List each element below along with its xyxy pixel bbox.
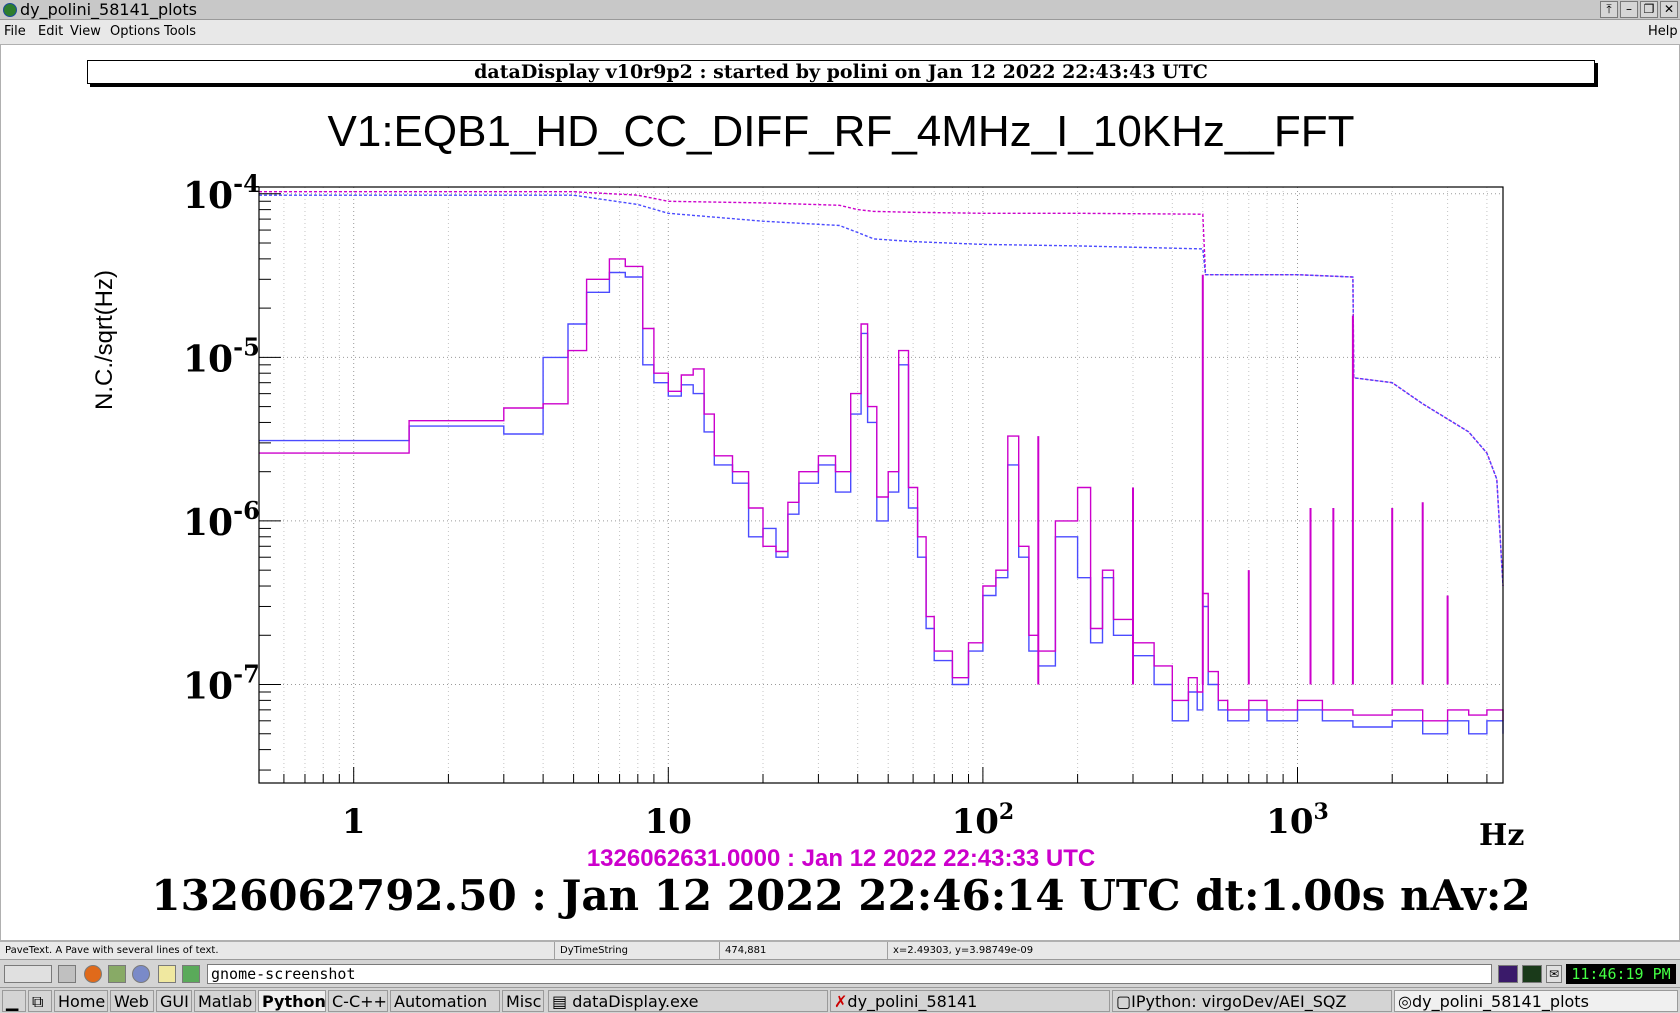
taskbar-home[interactable]: Home <box>54 990 108 1012</box>
plot-title: V1:EQB1_HD_CC_DIFF_RF_4MHz_I_10KHz__FFT <box>327 107 1355 156</box>
menu-view[interactable]: View <box>70 24 101 39</box>
taskbar-cpp[interactable]: C-C++ <box>328 990 388 1012</box>
current-time-label[interactable]: 1326062792.50 : Jan 12 2022 22:46:14 UTC… <box>151 871 1531 920</box>
task-window-icon: ▢ <box>1116 992 1132 1011</box>
menu-help[interactable]: Help <box>1648 24 1678 39</box>
menu-tools[interactable]: Tools <box>164 24 197 39</box>
reference-time-label: 1326062631.0000 : Jan 12 2022 22:43:33 U… <box>586 845 1096 872</box>
firefox-icon[interactable] <box>84 965 102 983</box>
show-desktop-button[interactable]: ▁ <box>2 990 26 1012</box>
keep-above-button[interactable]: ⤒ <box>1600 1 1618 18</box>
task-label: IPython: virgoDev/AEI_SQZ <box>1131 992 1347 1011</box>
series-line-3 <box>259 194 1504 587</box>
plot-canvas[interactable]: dataDisplay v10r9p2 : started by polini … <box>0 44 1680 941</box>
status-coords: x=2.49303, y=3.98749e-09 <box>893 945 1034 956</box>
window-titlebar[interactable]: dy_polini_58141_plots ⤒ – ❐ ✕ <box>0 0 1680 20</box>
cpu-monitor-icon <box>1498 965 1518 983</box>
x-tick-label: 10 <box>645 802 692 842</box>
y-tick-label: 10-7 <box>183 660 260 708</box>
terminal-launcher-icon[interactable] <box>58 965 76 983</box>
menu-bar: File Edit View Options Tools Help <box>0 20 1680 44</box>
y-tick-label: 10-5 <box>183 332 260 380</box>
task-dy-polini-plots[interactable]: ◎dy_polini_58141_plots <box>1394 990 1678 1012</box>
series-line-0 <box>259 271 1504 735</box>
header-pavetext[interactable]: dataDisplay v10r9p2 : started by polini … <box>87 60 1595 84</box>
series-line-2 <box>259 191 1504 587</box>
menu-file[interactable]: File <box>4 24 26 39</box>
task-ipython[interactable]: ▢IPython: virgoDev/AEI_SQZ <box>1112 990 1392 1012</box>
menu-options[interactable]: Options <box>110 24 161 39</box>
x-axis-label: Hz <box>1479 818 1524 845</box>
plot-frame <box>258 186 1504 784</box>
task-label: dy_polini_58141 <box>847 992 978 1011</box>
menu-edit[interactable]: Edit <box>38 24 64 39</box>
task-datadisplay[interactable]: ▤ dataDisplay.exe <box>548 990 828 1012</box>
browser-launcher-icon[interactable] <box>132 965 150 983</box>
series-line-1 <box>259 258 1504 722</box>
window-list-icon[interactable]: ⧉ <box>28 990 52 1012</box>
taskbar-automation[interactable]: Automation <box>390 990 500 1012</box>
editor-launcher-icon[interactable] <box>158 965 176 983</box>
app-icon <box>3 3 17 17</box>
x-tick-label: 103 <box>1266 799 1329 842</box>
x-tick-label: 1 <box>342 802 366 842</box>
taskbar: ▁ ⧉ Home Web GUI Matlab Python C-C++ Aut… <box>0 987 1680 1013</box>
y-tick-label: 10-6 <box>183 496 260 544</box>
spectrum-chart[interactable]: 1 10 102 103 Hz 10-4 10-5 10-6 10-7 <box>1 45 1680 845</box>
clock[interactable]: 11:46:19 PM <box>1566 964 1676 984</box>
status-bar: PaveText. A Pave with several lines of t… <box>0 941 1680 959</box>
task-window-icon: ▤ <box>552 992 573 1011</box>
task-label: dy_polini_58141_plots <box>1411 992 1589 1011</box>
settings-launcher-icon[interactable] <box>108 965 126 983</box>
minimize-button[interactable]: – <box>1620 1 1638 18</box>
maximize-button[interactable]: ❐ <box>1640 1 1658 18</box>
taskbar-gui[interactable]: GUI <box>156 990 192 1012</box>
net-monitor-icon <box>1522 965 1542 983</box>
taskbar-matlab[interactable]: Matlab <box>194 990 256 1012</box>
task-label: dataDisplay.exe <box>572 992 699 1011</box>
taskbar-web[interactable]: Web <box>110 990 154 1012</box>
close-button[interactable]: ✕ <box>1660 1 1678 18</box>
status-pixel: 474,881 <box>720 942 888 959</box>
task-dy-polini[interactable]: ✗dy_polini_58141 <box>830 990 1110 1012</box>
y-tick-label: 10-4 <box>183 169 260 217</box>
app-icon: ◎ <box>1398 992 1412 1011</box>
x-app-icon: ✗ <box>834 992 848 1011</box>
x-tick-label: 102 <box>952 799 1015 842</box>
window-title: dy_polini_58141_plots <box>20 0 197 19</box>
command-input[interactable]: gnome-screenshot <box>207 964 1492 984</box>
os-logo-icon[interactable] <box>4 965 52 983</box>
top-panel: gnome-screenshot ✉ 11:46:19 PM <box>0 959 1680 987</box>
files-launcher-icon[interactable] <box>182 965 200 983</box>
status-class: DyTimeString <box>555 942 720 959</box>
taskbar-misc[interactable]: Misc <box>502 990 544 1012</box>
mail-icon[interactable]: ✉ <box>1546 965 1562 983</box>
status-object-info: PaveText. A Pave with several lines of t… <box>0 942 555 959</box>
taskbar-python[interactable]: Python <box>258 990 326 1012</box>
